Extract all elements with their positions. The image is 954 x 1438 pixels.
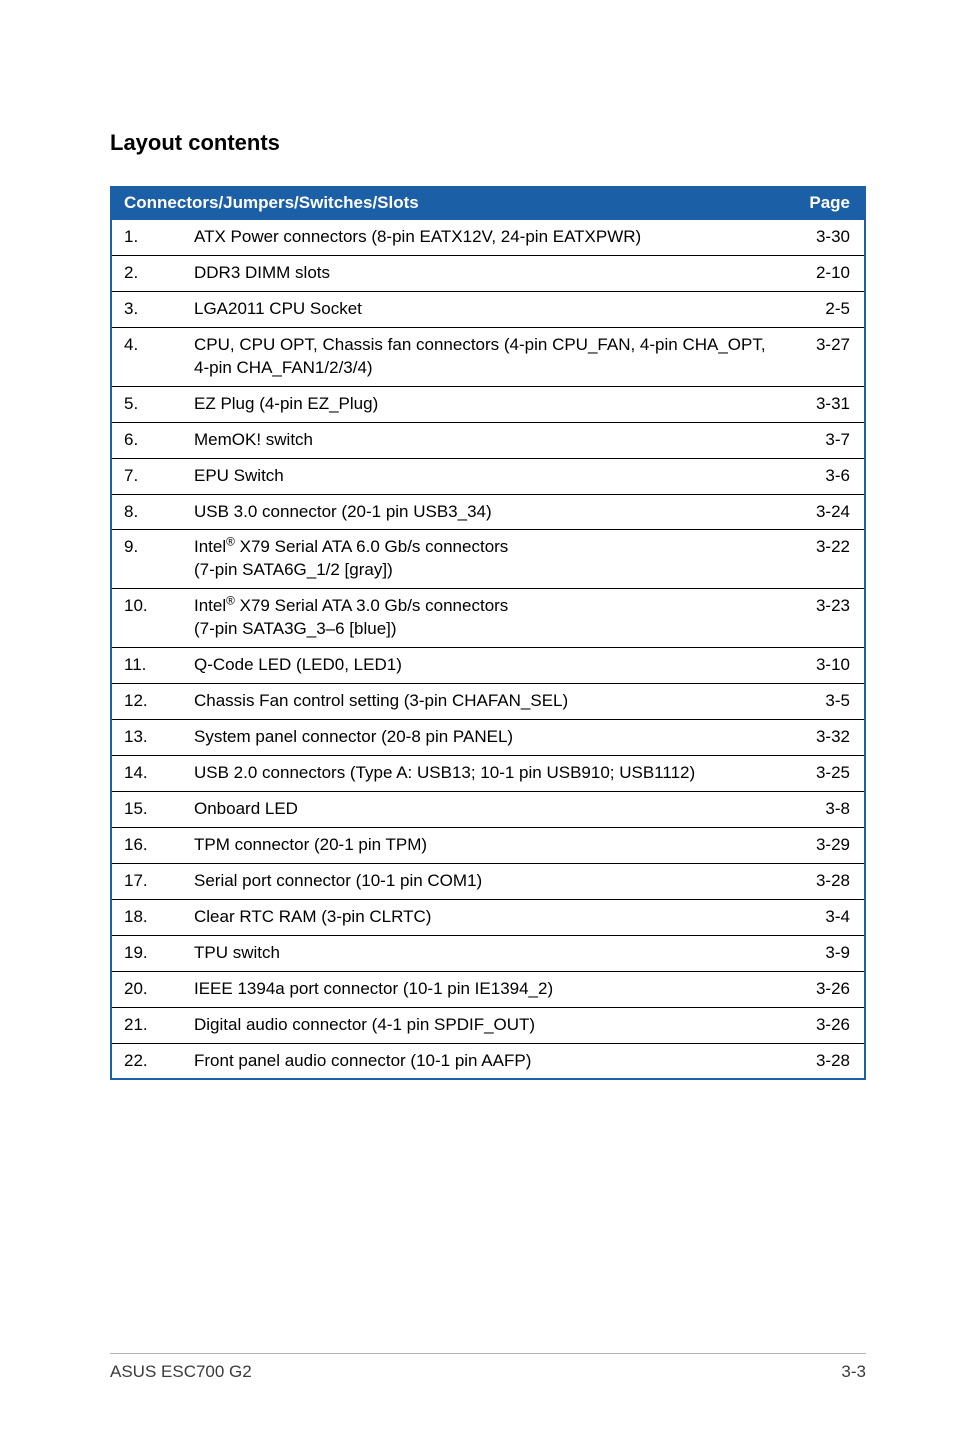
table-row: 5.EZ Plug (4-pin EZ_Plug)3-31	[112, 386, 864, 422]
page-footer: ASUS ESC700 G2 3-3	[110, 1353, 866, 1382]
row-number: 3.	[112, 291, 182, 327]
table-header-row: Connectors/Jumpers/Switches/Slots Page	[112, 186, 864, 220]
row-description: Front panel audio connector (10-1 pin AA…	[182, 1043, 784, 1079]
row-number: 18.	[112, 899, 182, 935]
header-page: Page	[784, 186, 864, 220]
connectors-table-wrap: Connectors/Jumpers/Switches/Slots Page 1…	[110, 186, 866, 1080]
row-number: 14.	[112, 756, 182, 792]
row-number: 10.	[112, 589, 182, 648]
table-row: 1.ATX Power connectors (8-pin EATX12V, 2…	[112, 220, 864, 255]
row-page: 3-29	[784, 827, 864, 863]
row-description: LGA2011 CPU Socket	[182, 291, 784, 327]
row-description: USB 2.0 connectors (Type A: USB13; 10-1 …	[182, 756, 784, 792]
row-description: CPU, CPU OPT, Chassis fan connectors (4-…	[182, 327, 784, 386]
table-row: 12.Chassis Fan control setting (3-pin CH…	[112, 684, 864, 720]
row-description: ATX Power connectors (8-pin EATX12V, 24-…	[182, 220, 784, 255]
row-number: 21.	[112, 1007, 182, 1043]
row-description: EZ Plug (4-pin EZ_Plug)	[182, 386, 784, 422]
row-number: 2.	[112, 255, 182, 291]
row-description: Clear RTC RAM (3-pin CLRTC)	[182, 899, 784, 935]
row-number: 6.	[112, 422, 182, 458]
table-row: 14.USB 2.0 connectors (Type A: USB13; 10…	[112, 756, 864, 792]
table-row: 8.USB 3.0 connector (20-1 pin USB3_34)3-…	[112, 494, 864, 530]
row-page: 3-26	[784, 1007, 864, 1043]
table-row: 6.MemOK! switch3-7	[112, 422, 864, 458]
table-row: 4.CPU, CPU OPT, Chassis fan connectors (…	[112, 327, 864, 386]
header-title: Connectors/Jumpers/Switches/Slots	[112, 186, 784, 220]
row-page: 3-25	[784, 756, 864, 792]
row-number: 4.	[112, 327, 182, 386]
row-page: 3-7	[784, 422, 864, 458]
table-row: 11.Q-Code LED (LED0, LED1)3-10	[112, 648, 864, 684]
row-description: TPM connector (20-1 pin TPM)	[182, 827, 784, 863]
table-row: 7.EPU Switch3-6	[112, 458, 864, 494]
row-description: DDR3 DIMM slots	[182, 255, 784, 291]
row-page: 3-5	[784, 684, 864, 720]
row-page: 3-26	[784, 971, 864, 1007]
row-description: EPU Switch	[182, 458, 784, 494]
row-page: 3-9	[784, 935, 864, 971]
row-description: Q-Code LED (LED0, LED1)	[182, 648, 784, 684]
row-page: 3-24	[784, 494, 864, 530]
row-description: TPU switch	[182, 935, 784, 971]
row-page: 2-5	[784, 291, 864, 327]
table-row: 2.DDR3 DIMM slots2-10	[112, 255, 864, 291]
row-page: 3-32	[784, 720, 864, 756]
row-description: Onboard LED	[182, 791, 784, 827]
row-description: USB 3.0 connector (20-1 pin USB3_34)	[182, 494, 784, 530]
row-page: 2-10	[784, 255, 864, 291]
row-page: 3-23	[784, 589, 864, 648]
row-number: 20.	[112, 971, 182, 1007]
row-description: Serial port connector (10-1 pin COM1)	[182, 863, 784, 899]
row-number: 16.	[112, 827, 182, 863]
row-number: 8.	[112, 494, 182, 530]
table-row: 22.Front panel audio connector (10-1 pin…	[112, 1043, 864, 1079]
table-row: 18.Clear RTC RAM (3-pin CLRTC)3-4	[112, 899, 864, 935]
row-description: System panel connector (20-8 pin PANEL)	[182, 720, 784, 756]
table-row: 20.IEEE 1394a port connector (10-1 pin I…	[112, 971, 864, 1007]
row-number: 12.	[112, 684, 182, 720]
row-number: 22.	[112, 1043, 182, 1079]
table-row: 9.Intel® X79 Serial ATA 6.0 Gb/s connect…	[112, 530, 864, 589]
row-page: 3-8	[784, 791, 864, 827]
row-page: 3-27	[784, 327, 864, 386]
row-description: Intel® X79 Serial ATA 3.0 Gb/s connector…	[182, 589, 784, 648]
row-page: 3-28	[784, 1043, 864, 1079]
row-number: 1.	[112, 220, 182, 255]
row-number: 19.	[112, 935, 182, 971]
table-row: 3.LGA2011 CPU Socket2-5	[112, 291, 864, 327]
row-description: Digital audio connector (4-1 pin SPDIF_O…	[182, 1007, 784, 1043]
section-heading: Layout contents	[110, 130, 866, 156]
row-number: 17.	[112, 863, 182, 899]
row-page: 3-6	[784, 458, 864, 494]
row-page: 3-30	[784, 220, 864, 255]
row-page: 3-22	[784, 530, 864, 589]
row-page: 3-28	[784, 863, 864, 899]
row-description: MemOK! switch	[182, 422, 784, 458]
table-row: 10.Intel® X79 Serial ATA 3.0 Gb/s connec…	[112, 589, 864, 648]
table-row: 15.Onboard LED3-8	[112, 791, 864, 827]
table-row: 17.Serial port connector (10-1 pin COM1)…	[112, 863, 864, 899]
row-number: 13.	[112, 720, 182, 756]
row-description: Intel® X79 Serial ATA 6.0 Gb/s connector…	[182, 530, 784, 589]
row-description: IEEE 1394a port connector (10-1 pin IE13…	[182, 971, 784, 1007]
table-row: 16.TPM connector (20-1 pin TPM)3-29	[112, 827, 864, 863]
row-page: 3-4	[784, 899, 864, 935]
row-page: 3-31	[784, 386, 864, 422]
row-description: Chassis Fan control setting (3-pin CHAFA…	[182, 684, 784, 720]
footer-left: ASUS ESC700 G2	[110, 1362, 252, 1382]
table-row: 19.TPU switch3-9	[112, 935, 864, 971]
row-number: 11.	[112, 648, 182, 684]
table-row: 13.System panel connector (20-8 pin PANE…	[112, 720, 864, 756]
row-page: 3-10	[784, 648, 864, 684]
row-number: 9.	[112, 530, 182, 589]
row-number: 15.	[112, 791, 182, 827]
table-row: 21.Digital audio connector (4-1 pin SPDI…	[112, 1007, 864, 1043]
footer-right: 3-3	[841, 1362, 866, 1382]
row-number: 5.	[112, 386, 182, 422]
connectors-table: Connectors/Jumpers/Switches/Slots Page 1…	[112, 186, 864, 1080]
row-number: 7.	[112, 458, 182, 494]
